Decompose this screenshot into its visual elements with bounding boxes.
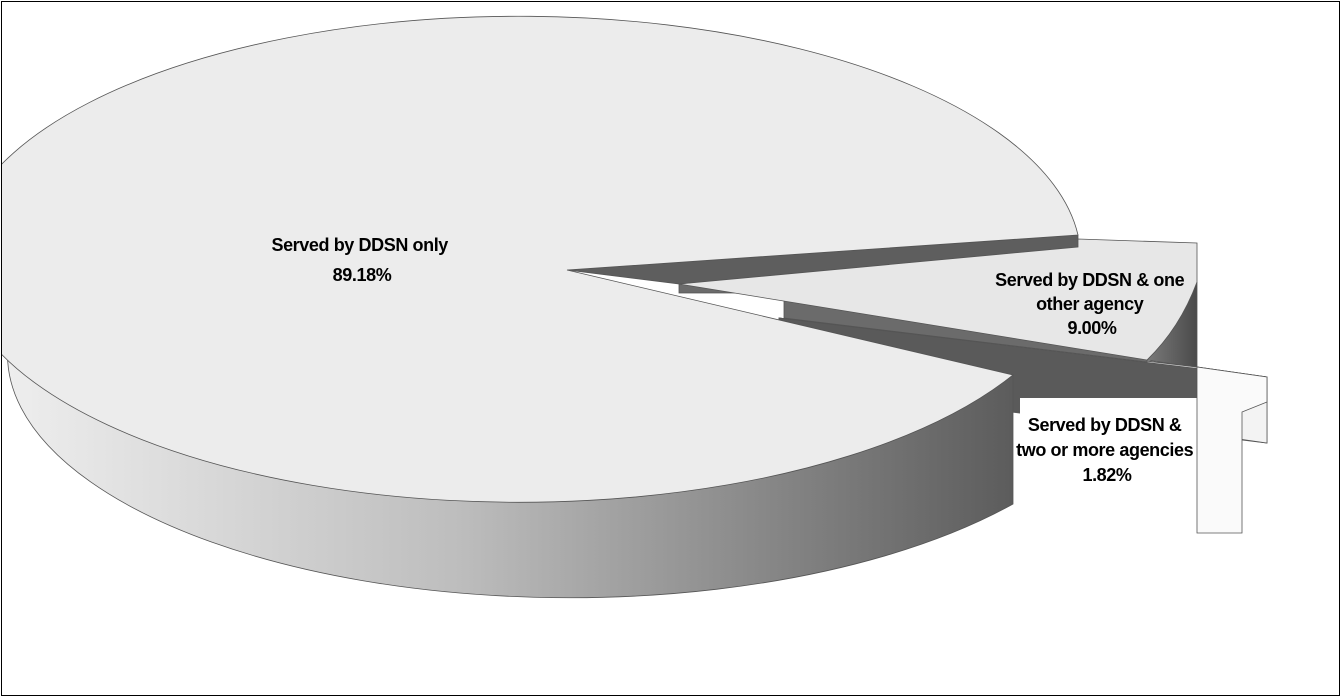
slice-one-other-agency <box>678 238 1198 368</box>
slice-ddsn-only <box>2 15 1079 599</box>
label-ddsn-only: Served by DDSN only 89.18% <box>271 235 452 285</box>
label-one-other-agency: Served by DDSN & one other agency 9.00% <box>995 270 1189 338</box>
label-two-or-more-agencies: Served by DDSN & two or more agencies 1.… <box>1016 415 1198 485</box>
